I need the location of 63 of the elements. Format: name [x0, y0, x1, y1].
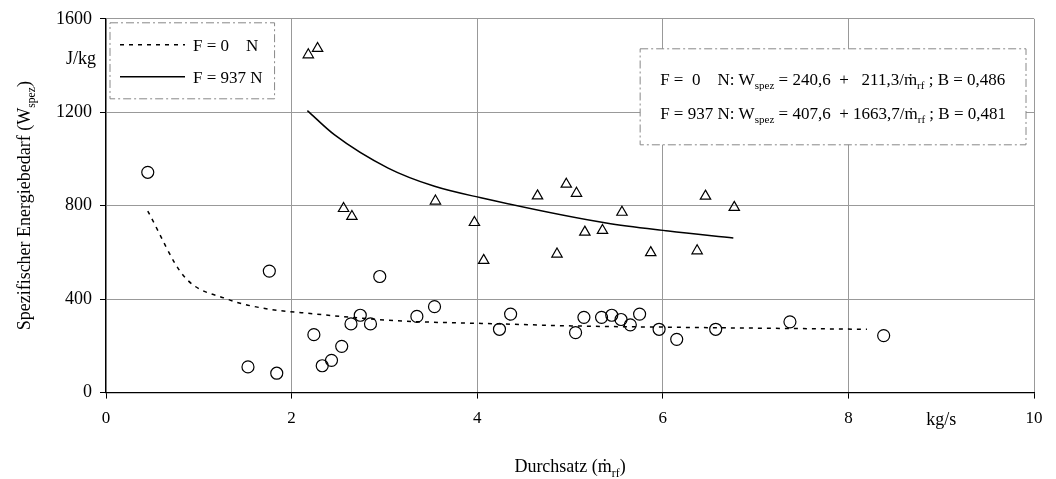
point [353, 308, 367, 322]
point [337, 201, 350, 213]
point [363, 317, 378, 331]
legend-label: F = 937 N [193, 67, 263, 87]
point [633, 307, 647, 321]
point [644, 246, 657, 257]
point [344, 317, 358, 331]
point [531, 189, 544, 200]
point [504, 307, 518, 321]
x-tick-label: 6 [658, 408, 668, 428]
text: kg/s [926, 408, 957, 429]
point [410, 309, 424, 324]
point [324, 353, 339, 367]
point [315, 359, 329, 373]
point [429, 194, 442, 205]
point [579, 225, 591, 236]
text: J/kg [65, 47, 97, 68]
point [241, 360, 255, 374]
y-tick-label: 1200 [56, 100, 92, 121]
point [262, 264, 276, 278]
point [302, 48, 315, 59]
x-tick-label: 8 [844, 408, 853, 428]
x-tick-label: 4 [472, 408, 482, 428]
point [270, 366, 284, 380]
y-tick-label: 1600 [56, 7, 92, 28]
y-tick-label: 800 [65, 194, 92, 215]
point [311, 41, 324, 53]
line-series [306, 109, 735, 239]
point [551, 247, 563, 258]
x-tick-label: 2 [287, 408, 296, 428]
point [477, 253, 490, 264]
point [783, 315, 797, 329]
y-tick-label: 0 [83, 381, 92, 402]
point [596, 223, 609, 235]
point [652, 322, 666, 336]
x-tick-label: 0 [101, 408, 111, 428]
point [577, 310, 591, 324]
point [560, 177, 573, 188]
point [568, 325, 583, 340]
point [614, 312, 628, 327]
point [141, 165, 155, 179]
point [427, 300, 442, 314]
legend-label: F = 0 N [193, 35, 259, 55]
y-tick-label: 400 [65, 287, 92, 308]
point [605, 308, 619, 322]
x-tick-label: 10 [1025, 408, 1043, 428]
point [877, 329, 891, 343]
y-axis-title: Spezifischer Energiebedarf (Wspez) [14, 81, 38, 331]
point [623, 318, 637, 332]
point [468, 215, 481, 227]
point [728, 200, 741, 211]
point [691, 244, 703, 255]
point [346, 209, 358, 221]
point [335, 339, 349, 353]
point [699, 189, 712, 200]
point [307, 328, 321, 342]
point [594, 310, 609, 324]
point [670, 332, 684, 346]
point [492, 322, 507, 336]
point [570, 186, 583, 197]
point [373, 269, 387, 284]
point [616, 205, 628, 216]
point [709, 322, 723, 336]
